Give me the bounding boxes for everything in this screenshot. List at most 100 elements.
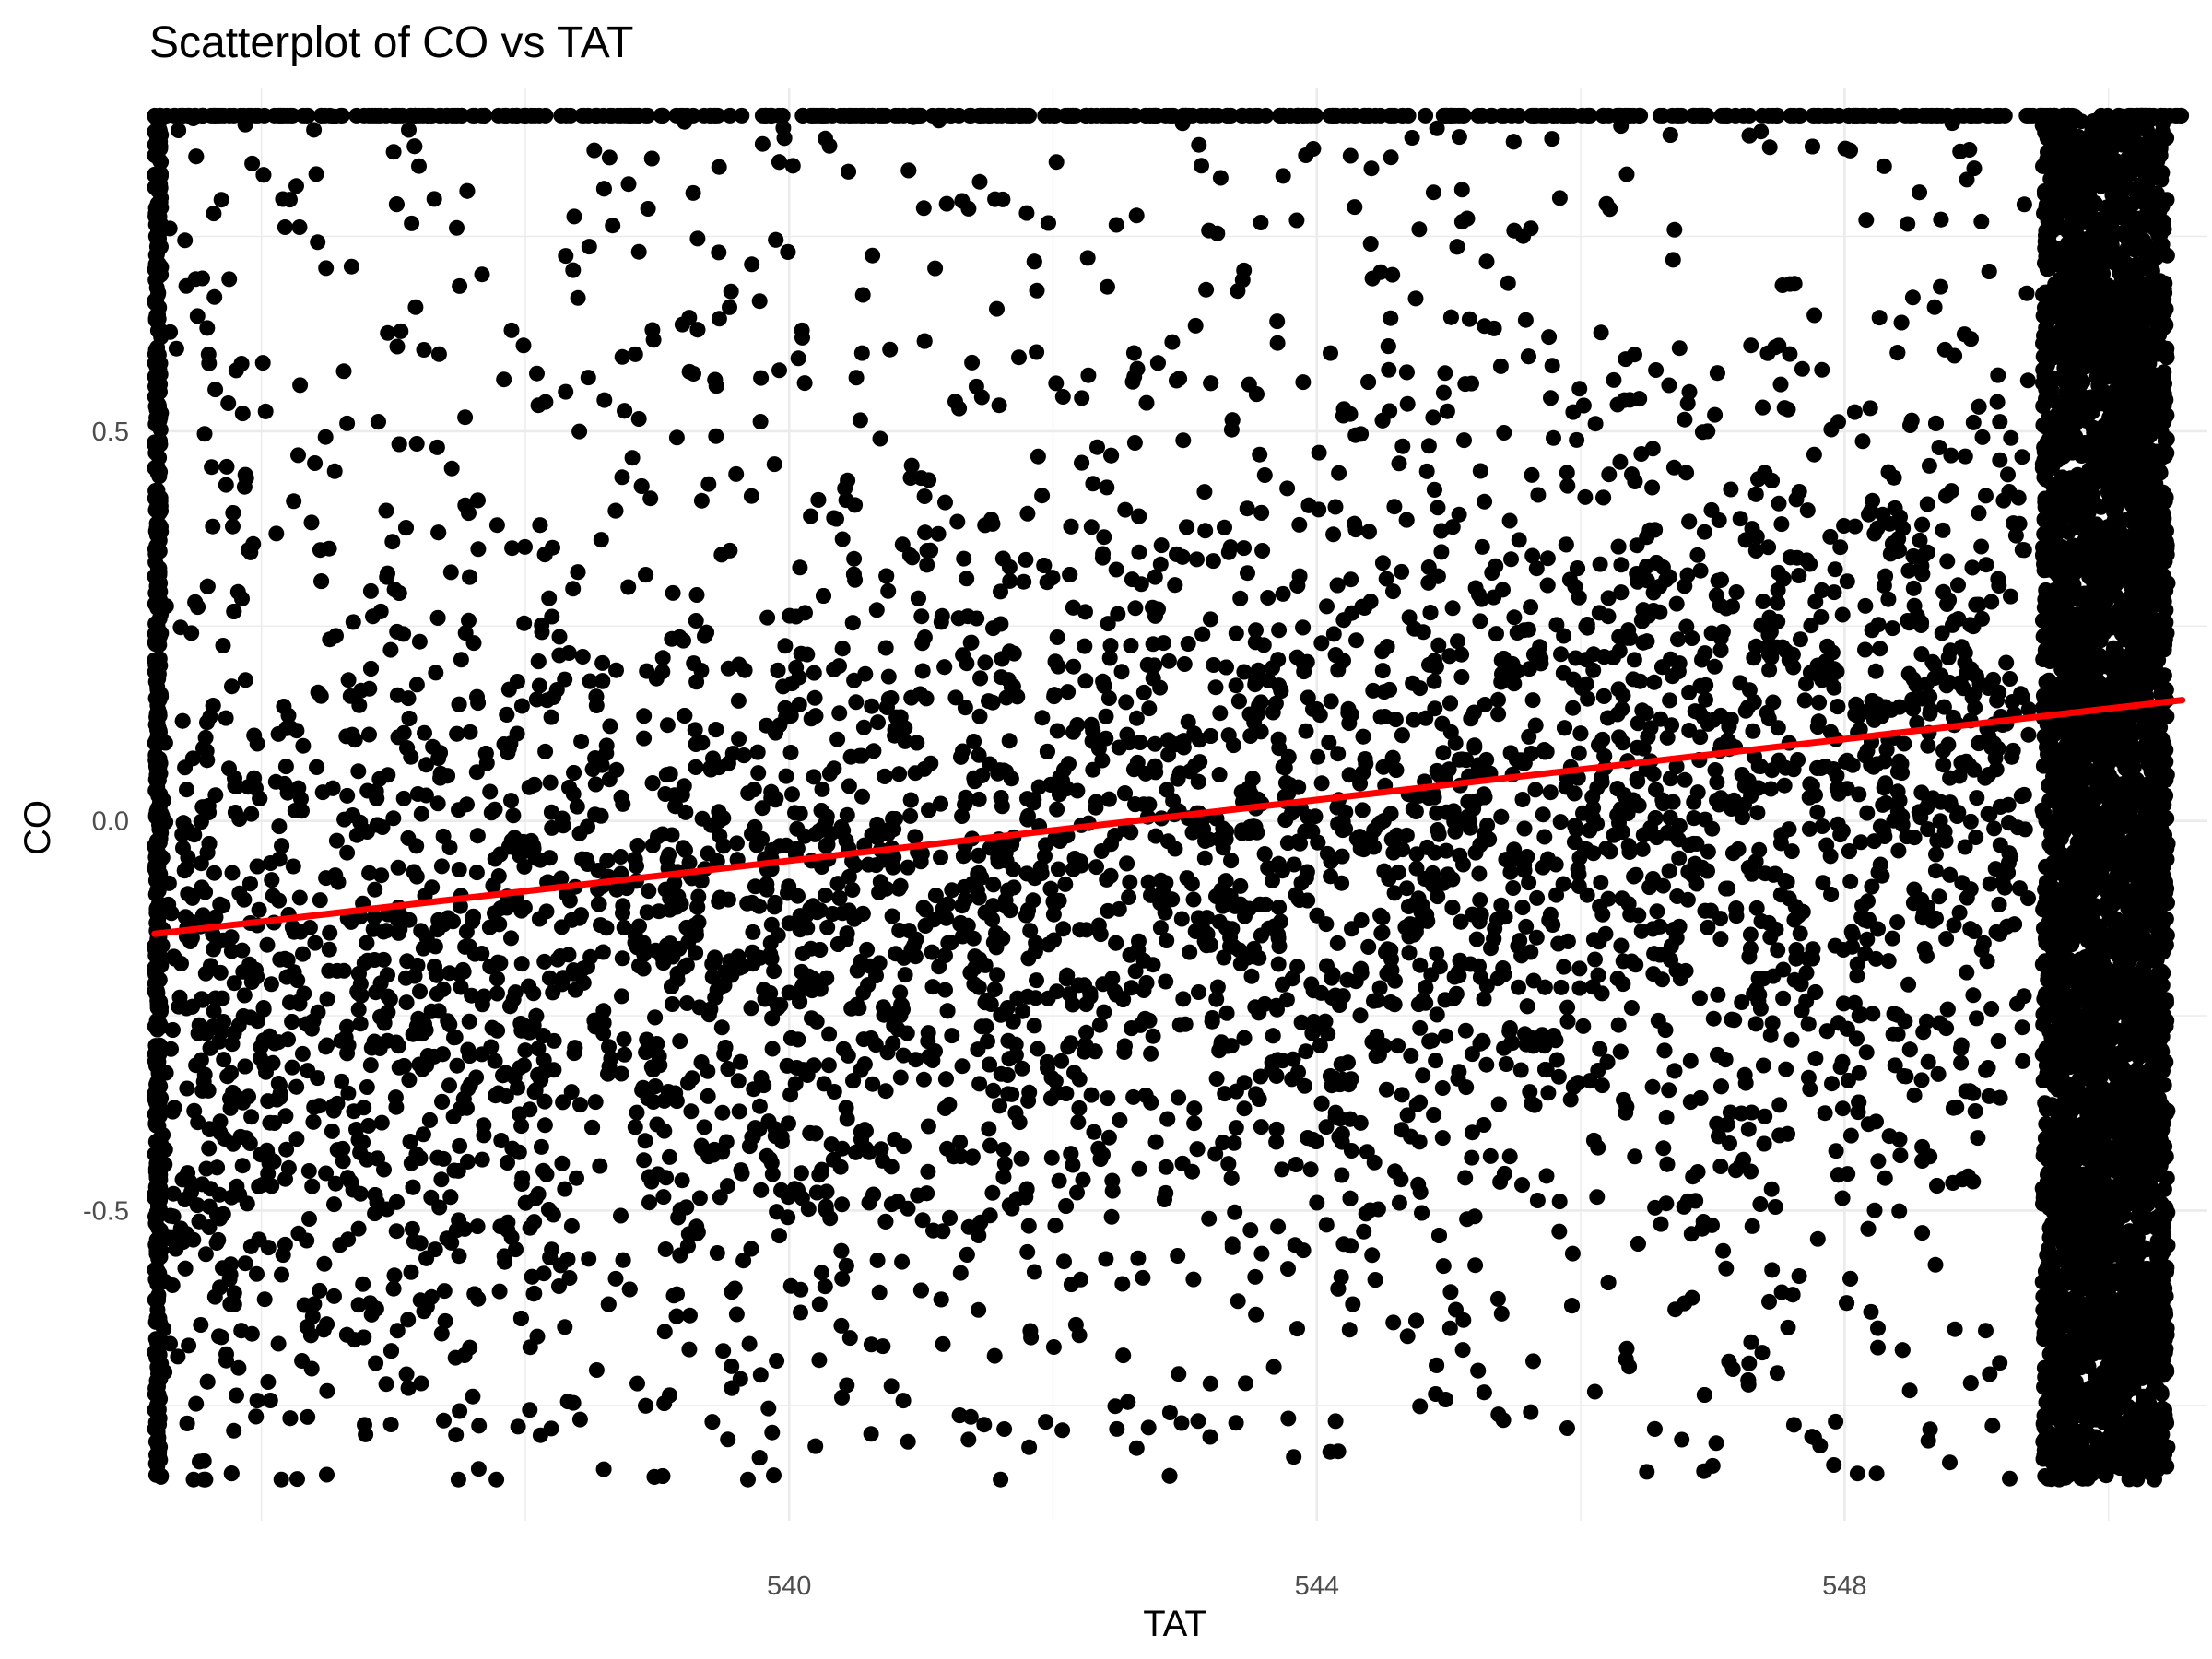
data-point	[834, 531, 851, 547]
data-point	[1138, 975, 1155, 991]
data-point	[1269, 1001, 1285, 1018]
data-point	[1253, 215, 1269, 230]
data-point	[1101, 650, 1118, 666]
data-point	[807, 708, 824, 724]
data-point	[793, 1304, 808, 1321]
data-point	[849, 996, 865, 1013]
data-point	[1654, 971, 1670, 988]
data-point	[1744, 1218, 1760, 1234]
data-point	[1334, 1167, 1350, 1183]
data-point	[1668, 962, 1685, 979]
data-point	[1728, 584, 1745, 600]
data-point	[1647, 810, 1664, 826]
data-point	[1658, 1109, 1675, 1125]
data-point	[982, 1056, 997, 1073]
data-point	[1990, 1033, 2006, 1049]
data-point	[1920, 544, 1936, 560]
data-point	[1212, 705, 1229, 722]
data-point	[339, 1170, 356, 1186]
data-point	[551, 629, 568, 645]
data-point	[1569, 431, 1585, 448]
data-point	[451, 1248, 467, 1265]
data-point	[288, 1131, 305, 1147]
data-point	[792, 806, 808, 822]
data-point	[1473, 906, 1489, 923]
data-point	[429, 795, 446, 812]
data-point	[339, 415, 356, 431]
data-point	[1969, 1010, 1984, 1027]
data-point	[191, 1213, 207, 1230]
data-point	[1629, 537, 1645, 554]
data-point	[1662, 127, 1678, 143]
data-point	[1764, 473, 1780, 488]
data-point	[1015, 1003, 1031, 1019]
data-point	[1331, 1129, 1347, 1146]
data-point	[1217, 1086, 1233, 1102]
data-point	[262, 1028, 278, 1044]
data-point	[451, 696, 467, 712]
data-point	[1496, 1165, 1512, 1182]
data-point	[193, 814, 209, 830]
data-point	[1896, 1068, 1912, 1084]
data-point	[1827, 561, 1843, 578]
data-point	[981, 693, 996, 710]
data-point	[749, 744, 766, 760]
data-point	[751, 1098, 768, 1114]
data-point	[1540, 1085, 1557, 1101]
data-point	[1575, 1018, 1592, 1034]
data-point	[1414, 1205, 1430, 1221]
data-point	[571, 423, 588, 440]
data-point	[1407, 290, 1424, 307]
data-point	[1692, 562, 1709, 579]
data-point	[620, 579, 637, 595]
data-point	[303, 514, 320, 531]
data-point	[1054, 389, 1071, 405]
data-point	[213, 192, 229, 208]
data-point	[413, 923, 429, 939]
data-point	[1066, 1065, 1082, 1081]
data-point	[1626, 652, 1642, 668]
data-point	[1145, 636, 1161, 653]
data-point	[1490, 706, 1507, 723]
data-point	[2003, 588, 2018, 605]
data-point	[740, 785, 757, 801]
data-point	[349, 983, 366, 1000]
data-point	[1613, 557, 1630, 573]
data-point	[952, 1265, 969, 1281]
data-point	[225, 518, 241, 535]
data-point	[1978, 557, 1994, 573]
data-point	[449, 219, 465, 236]
data-point	[1942, 770, 1959, 786]
data-point	[986, 1347, 1003, 1364]
data-point	[826, 661, 842, 677]
data-point	[1736, 778, 1753, 794]
data-point	[1476, 1384, 1492, 1401]
data-point	[1707, 406, 1724, 423]
data-point	[1215, 898, 1231, 914]
data-point	[188, 1395, 205, 1412]
data-point	[569, 1170, 584, 1186]
data-point	[369, 790, 385, 806]
data-point	[1110, 606, 1126, 622]
data-point	[1590, 1139, 1606, 1156]
data-point	[1884, 930, 1900, 947]
data-point	[667, 1085, 684, 1101]
data-point	[187, 594, 204, 610]
data-point	[1016, 573, 1032, 590]
data-point	[927, 888, 944, 904]
data-point	[960, 200, 977, 217]
data-point	[1890, 842, 1907, 859]
data-point	[1091, 1017, 1108, 1033]
data-point	[1171, 1089, 1187, 1106]
data-point	[1939, 596, 1955, 612]
data-point	[565, 962, 582, 979]
data-point	[1203, 375, 1219, 392]
data-point	[739, 895, 756, 912]
data-point	[1920, 1432, 1936, 1449]
data-point	[393, 323, 409, 339]
data-point	[1765, 968, 1782, 984]
data-point	[1800, 1069, 1817, 1086]
data-point	[295, 737, 312, 754]
data-point	[1450, 633, 1465, 650]
data-point	[2001, 484, 2018, 500]
